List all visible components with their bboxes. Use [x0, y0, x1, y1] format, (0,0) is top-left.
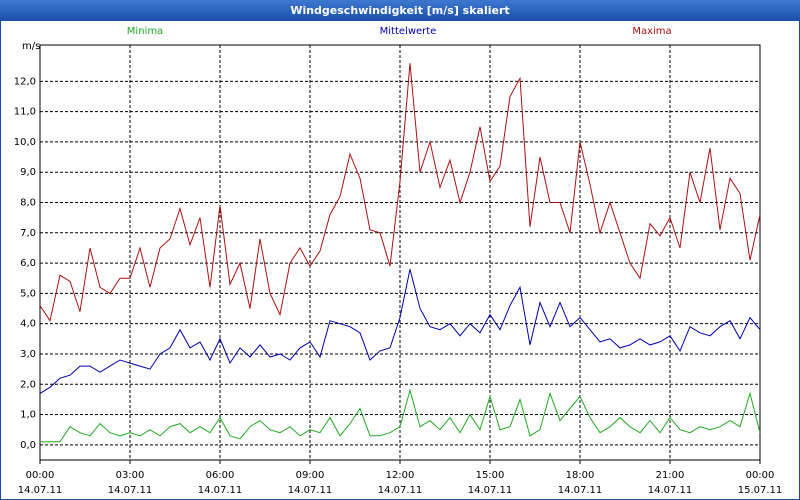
y-tick-label: 7,0 [20, 228, 36, 239]
x-tick-date: 14.07.11 [108, 485, 153, 496]
y-tick-label: 8,0 [20, 198, 36, 209]
y-tick-label: 5,0 [20, 288, 36, 299]
x-tick-date: 14.07.11 [198, 485, 243, 496]
y-tick-label: 1,0 [20, 410, 36, 421]
x-tick-date: 15.07.11 [738, 485, 783, 496]
x-tick-label: 18:00 [566, 470, 595, 481]
legend-entry: Mittelwerte [380, 26, 437, 37]
y-axis-label: m/s [22, 41, 40, 52]
x-tick-date: 14.07.11 [378, 485, 423, 496]
legend-entry: Maxima [632, 26, 671, 37]
y-tick-label: 10,0 [14, 137, 36, 148]
x-tick-label: 09:00 [296, 470, 325, 481]
x-tick-date: 14.07.11 [648, 485, 693, 496]
y-tick-label: 9,0 [20, 167, 36, 178]
series-line [39, 269, 761, 394]
legend-entry: Minima [127, 26, 163, 37]
x-tick-date: 14.07.11 [558, 485, 603, 496]
plot-frame [39, 44, 761, 461]
series-line [40, 388, 761, 443]
y-tick-label: 2,0 [20, 379, 36, 390]
x-tick-date: 14.07.11 [288, 485, 333, 496]
y-tick-label: 11,0 [14, 107, 36, 118]
y-tick-label: 4,0 [20, 319, 36, 330]
x-tick-label: 03:00 [116, 470, 145, 481]
x-tick-label: 06:00 [206, 470, 235, 481]
y-tick-label: 0,0 [20, 440, 36, 451]
x-tick-label: 15:00 [476, 470, 505, 481]
x-tick-date: 14.07.11 [468, 485, 513, 496]
title-bar [0, 0, 800, 21]
x-tick-date: 14.07.11 [18, 485, 63, 496]
x-tick-label: 12:00 [386, 470, 415, 481]
x-tick-label: 00:00 [26, 470, 55, 481]
y-tick-label: 3,0 [20, 349, 36, 360]
series-line [39, 63, 761, 322]
x-tick-label: 00:00 [746, 470, 775, 481]
x-tick-label: 21:00 [656, 470, 685, 481]
chart-title: Windgeschwindigkeit [m/s] skaliert [290, 4, 509, 17]
y-tick-label: 6,0 [20, 258, 36, 269]
y-tick-label: 12,0 [14, 76, 36, 87]
